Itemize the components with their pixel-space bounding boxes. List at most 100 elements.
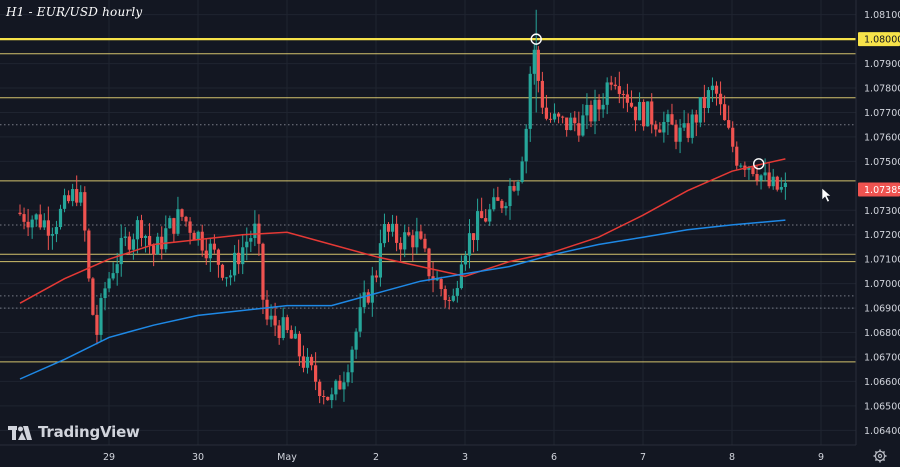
- candle-body: [569, 117, 573, 131]
- candle-body: [747, 167, 751, 170]
- candle-body: [54, 227, 59, 235]
- candle-body: [775, 176, 779, 190]
- candle-body: [415, 231, 419, 248]
- candle-body: [496, 197, 500, 201]
- candle-body: [411, 235, 415, 248]
- candle-body: [42, 220, 46, 228]
- candle-body: [621, 93, 625, 95]
- candle-body: [285, 317, 289, 331]
- candle-body: [686, 123, 690, 138]
- candle-body: [407, 232, 411, 236]
- candle-body: [658, 129, 662, 133]
- candle-body: [192, 232, 196, 240]
- candle-body: [38, 214, 42, 228]
- candle-body: [662, 122, 666, 133]
- tradingview-logo-text: TradingView: [38, 423, 140, 441]
- candle-body: [111, 273, 115, 279]
- candle-body: [362, 292, 366, 308]
- time-axis-label: 6: [551, 452, 557, 463]
- price-axis-label: 1.07700: [864, 108, 900, 119]
- candle-body: [241, 247, 245, 265]
- candle-body: [374, 275, 378, 278]
- candle-body: [26, 221, 30, 228]
- candle-body: [666, 114, 670, 123]
- candle-body: [83, 192, 87, 231]
- candle-body: [34, 214, 38, 220]
- price-axis[interactable]: 1.08100 1.07900 1.07800 1.07700 1.07600 1.075…: [864, 10, 900, 437]
- grid-lines: [0, 0, 856, 445]
- sma-red-line: [19, 158, 786, 304]
- candle-body: [544, 107, 549, 119]
- candle-body: [435, 279, 439, 281]
- candle-body: [443, 289, 447, 301]
- candle-body: [609, 82, 613, 85]
- candle-body: [196, 231, 200, 240]
- candle-body: [224, 277, 229, 279]
- candle-body: [237, 252, 241, 265]
- candle-body: [561, 116, 565, 118]
- candle-body: [386, 224, 391, 232]
- candle-body: [492, 197, 496, 210]
- candle-body: [735, 146, 739, 166]
- candle-body: [305, 356, 310, 368]
- candle-body: [350, 349, 354, 373]
- candle-body: [318, 381, 322, 397]
- time-axis-label: 8: [729, 452, 735, 463]
- candle-body: [540, 80, 544, 108]
- candle-body: [629, 102, 634, 107]
- candle-body: [702, 97, 706, 109]
- candle-body: [536, 49, 540, 81]
- candle-body: [71, 189, 75, 202]
- candle-body: [301, 356, 306, 368]
- price-axis-label: 1.07300: [864, 206, 900, 217]
- candle-body: [152, 245, 156, 255]
- candle-body: [184, 216, 188, 222]
- candle-body: [552, 113, 557, 120]
- candle-body: [488, 209, 492, 222]
- candle-body: [265, 299, 269, 320]
- time-axis[interactable]: 29 30 May 2 3 6 7 8 9: [103, 452, 824, 463]
- price-axis-label: 1.06900: [864, 304, 900, 315]
- candle-body: [95, 314, 99, 335]
- candle-body: [455, 288, 459, 296]
- candle-body: [342, 382, 346, 390]
- candle-body: [334, 380, 338, 395]
- candle-body: [354, 331, 358, 350]
- moving-averages: [19, 158, 786, 380]
- candle-body: [245, 241, 249, 248]
- candle-body: [66, 195, 71, 202]
- candle-body: [143, 235, 148, 238]
- candle-body: [710, 85, 715, 91]
- level-price-badge-text: 1.08000: [864, 35, 900, 46]
- candle-body: [475, 211, 480, 241]
- candle-body: [637, 101, 642, 121]
- candle-body: [601, 104, 605, 110]
- settings-gear-icon[interactable]: [873, 448, 887, 463]
- candle-body: [58, 208, 63, 228]
- candle-body: [293, 333, 297, 339]
- candle-body: [46, 220, 50, 236]
- candle-body: [200, 231, 204, 251]
- candle-body: [556, 113, 561, 117]
- candle-body: [330, 394, 334, 401]
- candle-body: [694, 114, 698, 123]
- candle-body: [273, 315, 277, 326]
- candle-body: [504, 206, 508, 209]
- candle-body: [382, 224, 387, 244]
- candle-body: [480, 211, 484, 219]
- candle-body: [87, 230, 91, 279]
- candle-body: [403, 232, 407, 250]
- candle-body: [99, 298, 103, 335]
- candle-body: [75, 189, 79, 203]
- candle-body: [358, 307, 362, 332]
- candle-body: [654, 124, 658, 130]
- candle-body: [783, 182, 787, 188]
- candle-body: [297, 333, 302, 357]
- price-axis-label: 1.06500: [864, 401, 900, 412]
- candle-body: [670, 114, 674, 125]
- candle-body: [176, 209, 180, 234]
- candle-body: [678, 127, 682, 142]
- candle-body: [208, 243, 212, 259]
